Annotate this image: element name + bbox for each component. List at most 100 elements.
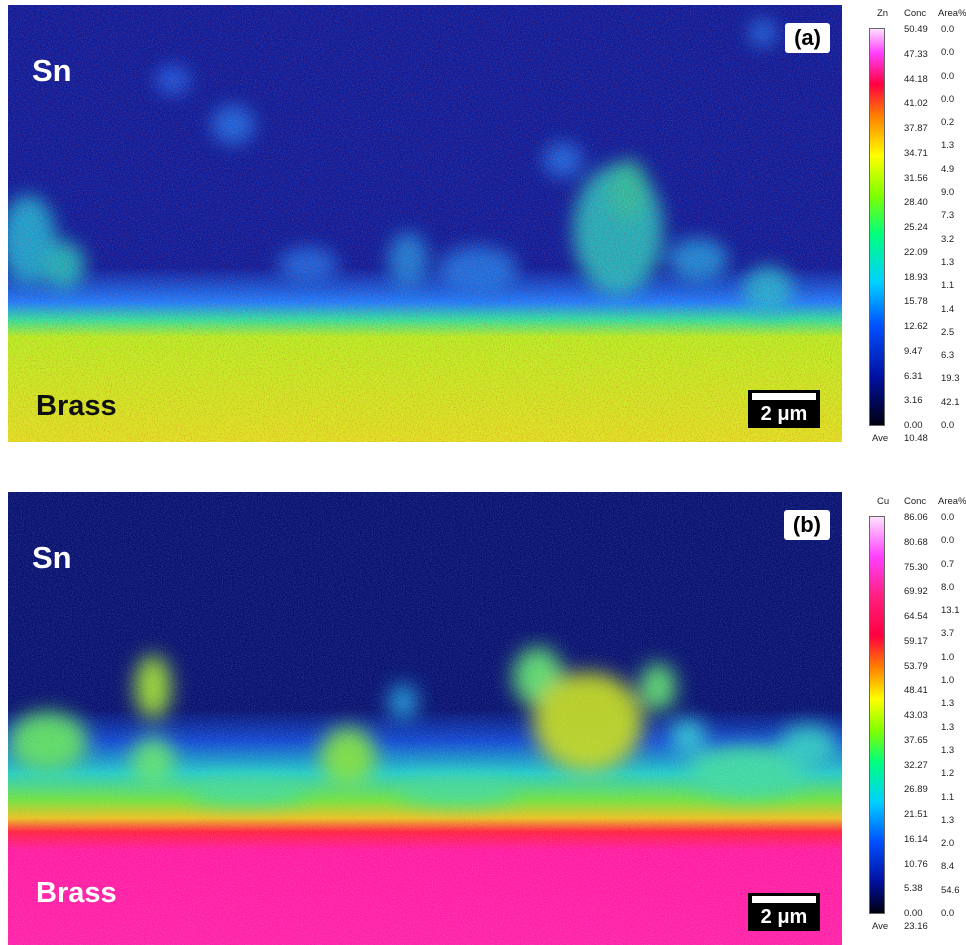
- conc-tick-label: 6.31: [904, 370, 923, 382]
- colorbar-area-header: Area%: [938, 496, 966, 507]
- area-percent-value: 1.3: [941, 256, 955, 268]
- zn-concentration-map: [8, 5, 842, 442]
- area-percent-value: 4.9: [941, 163, 955, 175]
- area-percent-value: 42.1: [941, 396, 960, 408]
- colorbar-area-header: Area%: [938, 8, 966, 19]
- conc-tick-label: 31.56: [904, 172, 928, 184]
- area-percent-value: 9.0: [941, 187, 955, 199]
- conc-tick-label: 59.17: [904, 635, 928, 647]
- scale-bar-label: 2 μm: [760, 906, 808, 928]
- colorbar-zn: Zn Conc Area% 50.49 47.33 44.18 41.02 37.87 3…: [852, 0, 966, 445]
- conc-tick-label: 0.00: [904, 420, 923, 431]
- area-percent-value: 1.4: [941, 303, 955, 315]
- conc-tick-label: 0.00: [904, 908, 923, 919]
- conc-tick-label: 28.40: [904, 197, 928, 209]
- conc-tick-label: 3.16: [904, 395, 923, 407]
- conc-tick-label: 47.33: [904, 48, 928, 60]
- area-percent-value: 0.0: [941, 70, 955, 82]
- area-percent-value: 0.0: [941, 93, 955, 105]
- conc-tick-label: 26.89: [904, 784, 928, 796]
- brass-region-label: Brass: [36, 390, 117, 422]
- conc-tick-label: 18.93: [904, 271, 928, 283]
- area-percent-value: 8.0: [941, 581, 955, 593]
- area-percent-value: 0.7: [941, 558, 955, 570]
- conc-tick-label: 48.41: [904, 685, 928, 697]
- conc-tick-label: 34.71: [904, 147, 928, 159]
- area-percent-value: 0.2: [941, 117, 955, 129]
- area-percent-value: 7.3: [941, 210, 955, 222]
- area-percent-value: 13.1: [941, 605, 960, 617]
- area-percent-value: 1.3: [941, 721, 955, 733]
- area-percent-value: 1.1: [941, 791, 955, 803]
- area-percent-value: 3.2: [941, 233, 955, 245]
- scale-bar: 2 μm: [748, 893, 820, 931]
- colorbar-cu: Cu Conc Area% 86.06 80.68 75.30 69.92 64.54 5…: [852, 488, 966, 933]
- conc-tick-label: 53.79: [904, 660, 928, 672]
- eds-map-cu: Sn Brass (b) 2 μm: [8, 492, 842, 945]
- conc-tick-label: 37.65: [904, 734, 928, 746]
- area-percent-value: 54.6: [941, 884, 960, 896]
- area-percent-value: 8.4: [941, 861, 955, 873]
- panel-tag: (a): [785, 23, 830, 53]
- conc-tick-label: 15.78: [904, 296, 928, 308]
- conc-tick-label: 22.09: [904, 246, 928, 258]
- area-percent-value: 6.3: [941, 350, 955, 362]
- conc-tick-label: 37.87: [904, 123, 928, 134]
- conc-tick-label: 5.38: [904, 883, 923, 895]
- conc-tick-label: 64.54: [904, 611, 928, 622]
- colorbar-ave-label: Ave: [872, 433, 889, 444]
- conc-tick-label: 9.47: [904, 345, 923, 357]
- conc-tick-label: 16.14: [904, 833, 928, 845]
- sn-region-label: Sn: [32, 540, 72, 575]
- conc-tick-label: 44.18: [904, 73, 928, 85]
- area-percent-value: 3.7: [941, 628, 955, 640]
- colorbar-ave-value: 23.16: [904, 921, 928, 932]
- area-percent-value: 0.0: [941, 908, 955, 919]
- cu-concentration-map: [8, 492, 842, 945]
- conc-tick-label: 21.51: [904, 809, 928, 820]
- scale-bar-line: [752, 896, 816, 903]
- area-percent-value: 1.3: [941, 698, 955, 710]
- area-percent-value: 1.3: [941, 744, 955, 756]
- colorbar-ave-label: Ave: [872, 921, 889, 932]
- eds-map-zn: Sn Brass (a) 2 μm: [8, 5, 842, 442]
- area-percent-value: 0.0: [941, 24, 955, 35]
- area-percent-value: 1.0: [941, 651, 955, 663]
- panel-tag: (b): [783, 510, 830, 540]
- area-percent-value: 1.3: [941, 140, 955, 152]
- conc-tick-label: 43.03: [904, 710, 928, 721]
- area-percent-value: 1.1: [941, 280, 955, 292]
- scale-bar-line: [752, 393, 816, 400]
- colorbar-ave-value: 10.48: [904, 433, 928, 444]
- conc-tick-label: 25.24: [904, 222, 928, 233]
- colorbar-conc-header: Conc: [904, 496, 927, 507]
- area-percent-value: 0.0: [941, 47, 955, 59]
- area-percent-value: 1.2: [941, 768, 955, 780]
- colorbar-gradient: [869, 28, 885, 426]
- conc-tick-label: 75.30: [904, 561, 928, 573]
- area-percent-value: 1.0: [941, 675, 955, 687]
- area-percent-value: 0.0: [941, 512, 955, 523]
- conc-tick-label: 80.68: [904, 536, 928, 548]
- conc-tick-label: 32.27: [904, 759, 928, 771]
- colorbar-gradient: [869, 516, 885, 914]
- colorbar-element: Zn: [877, 8, 889, 19]
- area-percent-value: 19.3: [941, 373, 960, 385]
- conc-tick-label: 41.02: [904, 98, 928, 110]
- sn-region-label: Sn: [32, 53, 72, 88]
- area-percent-value: 0.0: [941, 420, 955, 431]
- colorbar-element: Cu: [877, 496, 890, 507]
- scale-bar-label: 2 μm: [760, 403, 808, 425]
- brass-region-label: Brass: [36, 877, 117, 909]
- conc-tick-label: 12.62: [904, 321, 928, 332]
- conc-tick-label: 69.92: [904, 586, 928, 598]
- area-percent-value: 2.5: [941, 326, 955, 338]
- area-percent-value: 0.0: [941, 535, 955, 547]
- conc-tick-label: 10.76: [904, 858, 928, 870]
- scale-bar: 2 μm: [748, 390, 820, 428]
- conc-tick-label: 50.49: [904, 24, 928, 35]
- area-percent-value: 1.3: [941, 814, 955, 826]
- area-percent-value: 2.0: [941, 838, 955, 850]
- colorbar-conc-header: Conc: [904, 8, 927, 19]
- conc-tick-label: 86.06: [904, 512, 928, 523]
